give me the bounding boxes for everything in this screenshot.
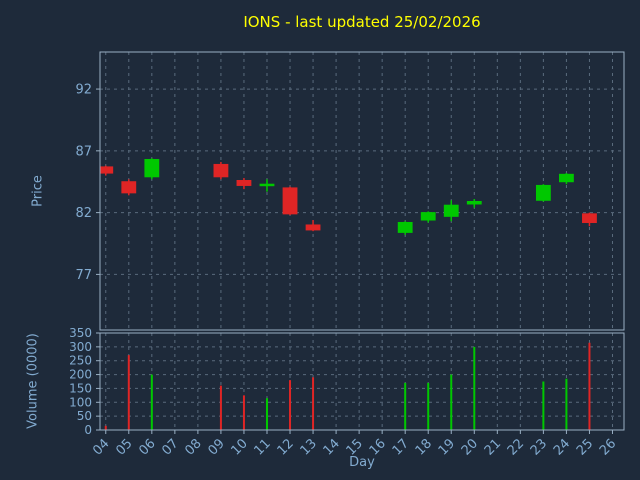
price-plot-border	[99, 51, 625, 331]
x-tick-label: 19	[436, 436, 458, 458]
candle-body-day-18	[420, 212, 436, 221]
x-tick-label: 17	[390, 436, 412, 458]
x-tick-label: 23	[528, 436, 550, 458]
candle-body-day-17	[397, 222, 413, 233]
volume-plot-border	[99, 332, 625, 431]
x-tick-label: 26	[597, 436, 619, 458]
x-tick-label: 13	[298, 436, 320, 458]
x-tick-label: 11	[252, 436, 274, 458]
x-tick-label: 09	[205, 436, 227, 458]
x-tick-label: 25	[574, 436, 596, 458]
candle-body-day-11	[259, 183, 275, 187]
candle-body-day-24	[559, 173, 574, 183]
volume-tick-label: 150	[69, 381, 92, 395]
day-axis-label: Day	[349, 455, 375, 470]
chart-title: IONS - last updated 25/02/2026	[243, 13, 481, 31]
volume-tick-label: 200	[69, 368, 92, 382]
price-tick-label: 87	[75, 144, 92, 159]
volume-tick-label: 250	[69, 354, 92, 368]
x-tick-label: 14	[321, 436, 343, 458]
price-tick-label: 82	[75, 206, 92, 221]
volume-tick-label: 50	[77, 409, 92, 423]
candle-body-day-5	[121, 181, 137, 194]
x-tick-label: 08	[182, 436, 204, 458]
candle-body-day-4	[100, 166, 114, 174]
candle-body-day-23	[535, 184, 551, 201]
x-tick-label: 05	[113, 436, 135, 458]
x-tick-label: 07	[159, 436, 181, 458]
x-tick-label: 18	[413, 436, 435, 458]
x-tick-label: 15	[344, 436, 366, 458]
x-tick-label: 16	[367, 436, 389, 458]
candle-body-day-20	[466, 201, 482, 205]
volume-tick-label: 0	[84, 423, 92, 437]
price-tick-label: 77	[75, 268, 92, 283]
candle-body-day-19	[443, 204, 459, 217]
candle-body-day-9	[213, 163, 229, 178]
candle-body-day-25	[582, 213, 597, 224]
x-tick-label: 12	[275, 436, 297, 458]
candles-group	[100, 158, 597, 235]
x-tick-label: 04	[90, 436, 112, 458]
volume-tick-label: 100	[69, 395, 92, 409]
x-tick-label: 24	[551, 436, 573, 458]
candle-body-day-6	[144, 158, 160, 178]
candle-body-day-13	[305, 224, 321, 231]
x-tick-label: 06	[136, 436, 158, 458]
x-tick-label: 22	[505, 436, 527, 458]
candle-body-day-12	[282, 187, 298, 215]
volume-tick-label: 350	[69, 326, 92, 340]
x-tick-label: 20	[459, 436, 481, 458]
x-tick-label: 21	[482, 436, 504, 458]
volume-tick-label: 300	[69, 340, 92, 354]
x-tick-label: 10	[228, 436, 250, 458]
price-tick-label: 92	[75, 83, 92, 98]
candle-body-day-10	[236, 179, 252, 186]
